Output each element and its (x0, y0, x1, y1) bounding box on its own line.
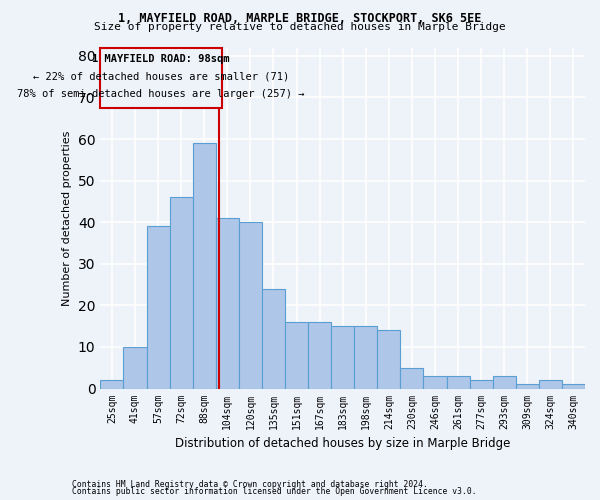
Text: Contains public sector information licensed under the Open Government Licence v3: Contains public sector information licen… (72, 488, 476, 496)
X-axis label: Distribution of detached houses by size in Marple Bridge: Distribution of detached houses by size … (175, 437, 511, 450)
Bar (170, 197, 193, 388)
Bar (308, 322, 331, 388)
Bar (124, 347, 146, 389)
Text: 1, MAYFIELD ROAD, MARPLE BRIDGE, STOCKPORT, SK6 5EE: 1, MAYFIELD ROAD, MARPLE BRIDGE, STOCKPO… (118, 12, 482, 26)
Bar (446, 376, 470, 388)
Bar (562, 384, 585, 388)
Bar (377, 330, 400, 388)
Bar (516, 384, 539, 388)
Bar (239, 222, 262, 388)
Text: Contains HM Land Registry data © Crown copyright and database right 2024.: Contains HM Land Registry data © Crown c… (72, 480, 428, 489)
Bar (400, 368, 424, 388)
Text: Size of property relative to detached houses in Marple Bridge: Size of property relative to detached ho… (94, 22, 506, 32)
Y-axis label: Number of detached properties: Number of detached properties (62, 130, 73, 306)
Bar (470, 380, 493, 388)
Bar (193, 143, 216, 388)
Bar (493, 376, 516, 388)
Text: 78% of semi-detached houses are larger (257) →: 78% of semi-detached houses are larger (… (17, 89, 305, 99)
Bar (262, 288, 285, 388)
Bar (539, 380, 562, 388)
FancyBboxPatch shape (100, 48, 222, 108)
Text: 1 MAYFIELD ROAD: 98sqm: 1 MAYFIELD ROAD: 98sqm (92, 54, 230, 64)
Bar (331, 326, 354, 388)
Text: ← 22% of detached houses are smaller (71): ← 22% of detached houses are smaller (71… (33, 72, 289, 82)
Bar (285, 322, 308, 388)
Bar (146, 226, 170, 388)
Bar (216, 218, 239, 388)
Bar (354, 326, 377, 388)
Bar (100, 380, 124, 388)
Bar (424, 376, 446, 388)
